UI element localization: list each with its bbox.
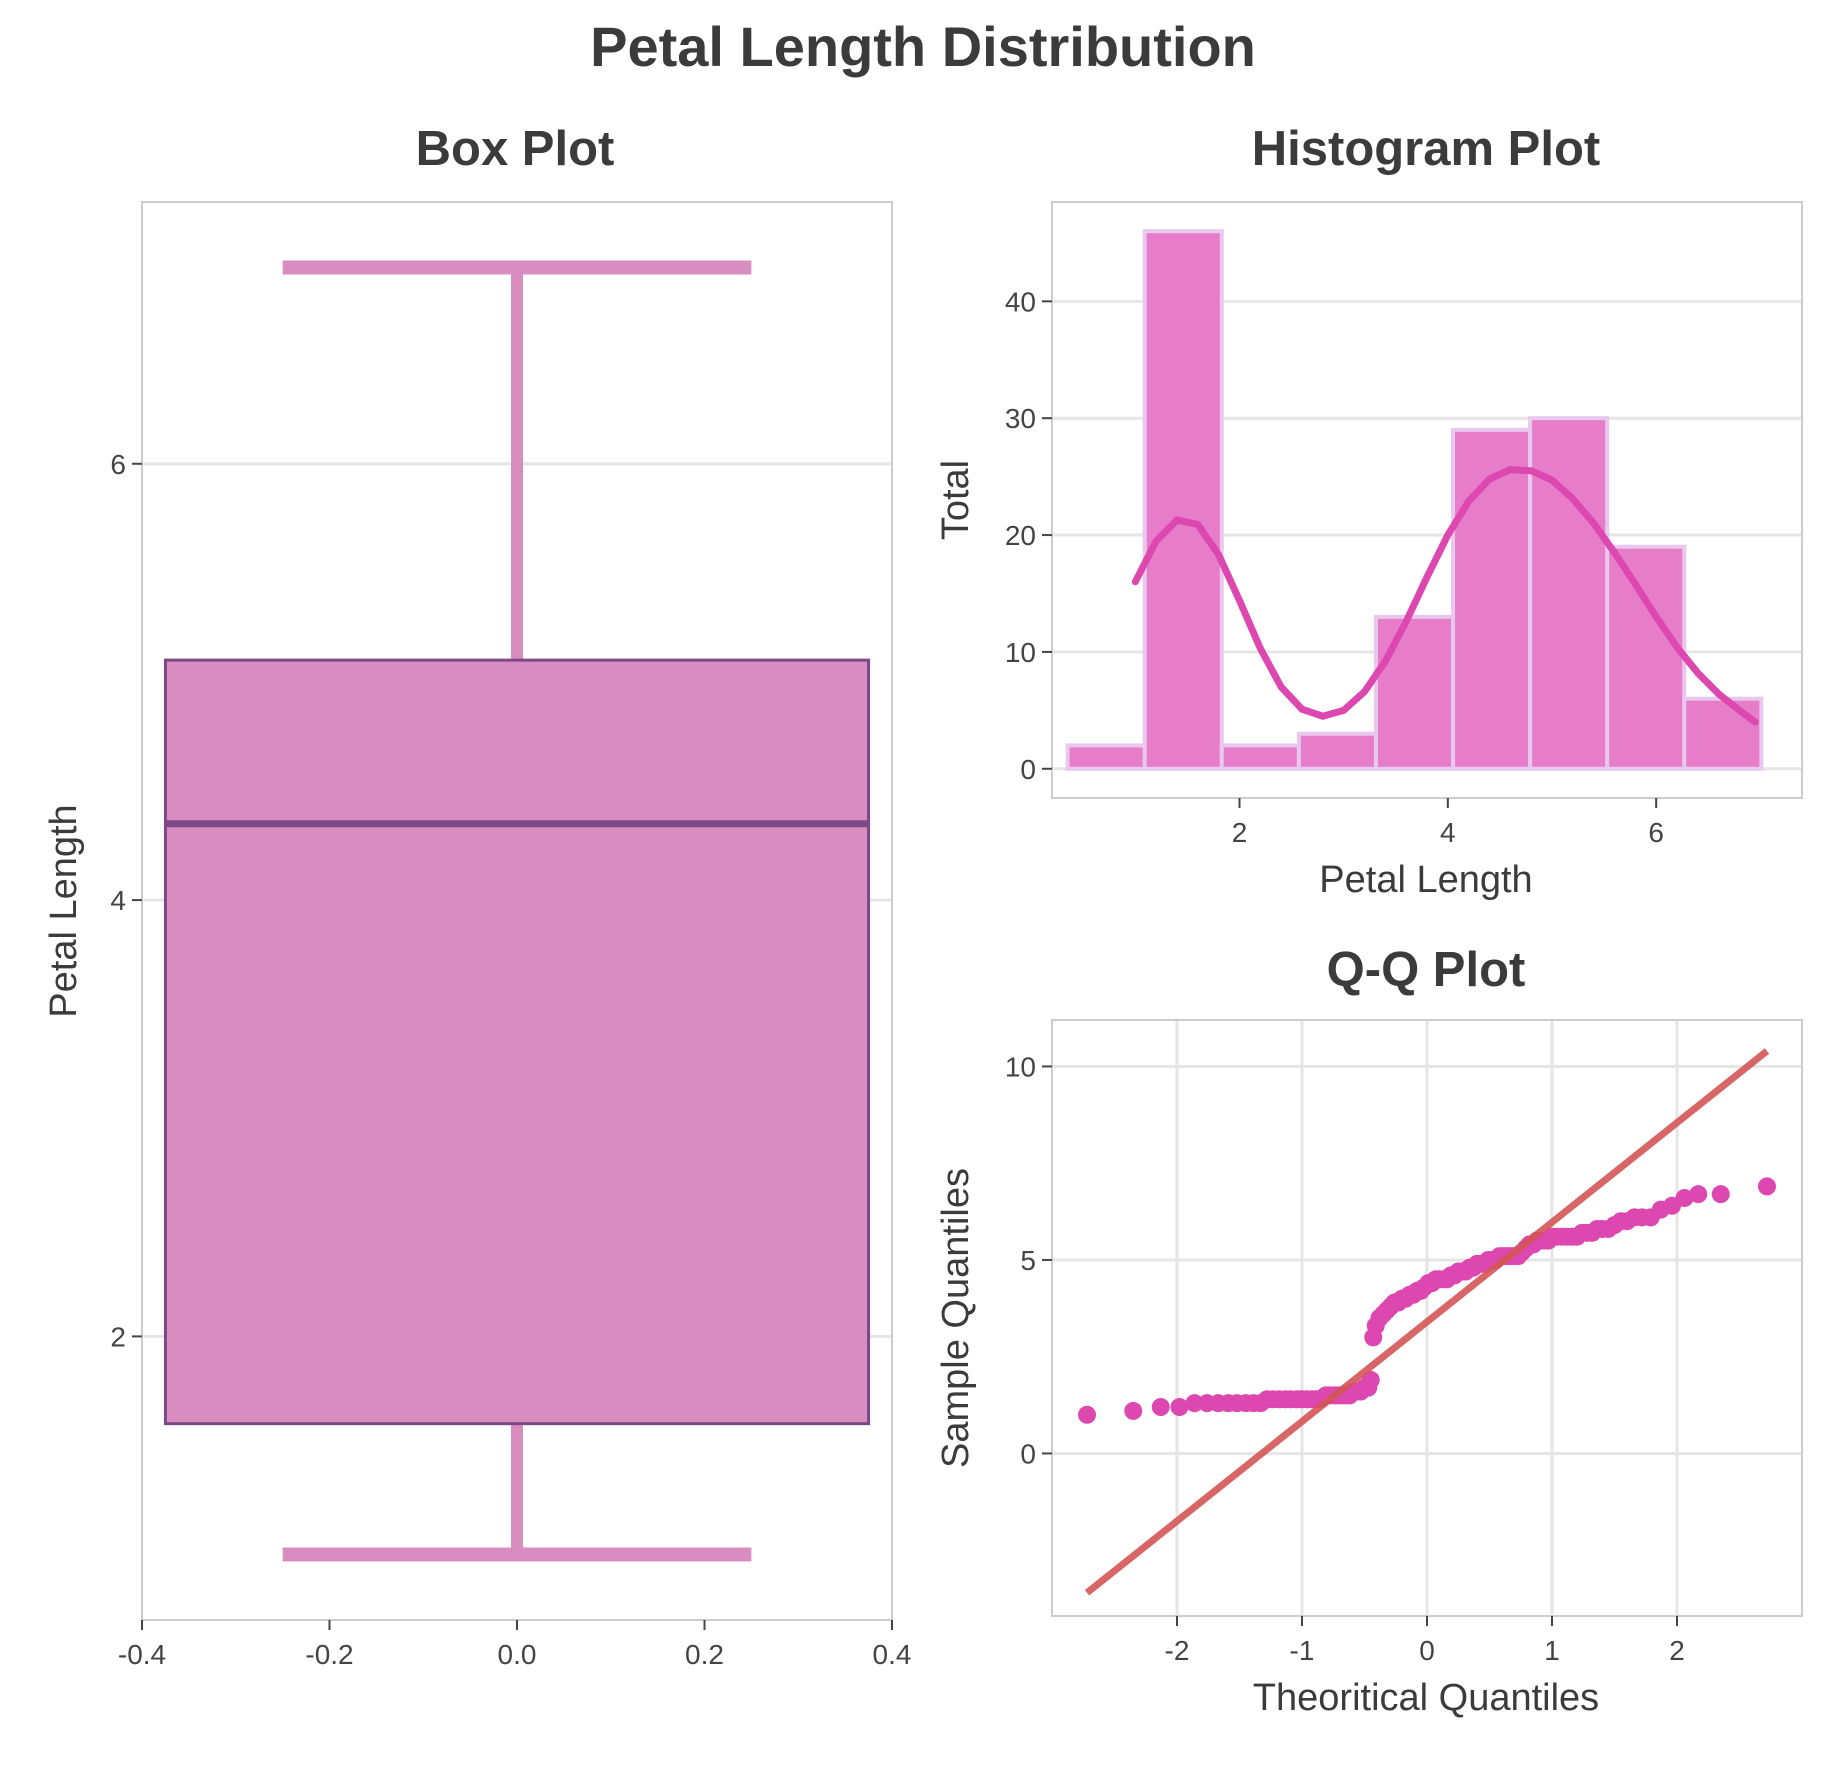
x-tick-label: 0.4 [873,1639,912,1670]
box-plot-ticks: 2 4 6 -0.4 -0.2 0.0 0.2 0.4 [110,449,911,1670]
histogram-bar [1682,696,1764,771]
histogram-bar [1528,416,1610,771]
y-tick-label: 0 [1020,754,1036,785]
histogram-bar [1219,743,1301,771]
box-plot-marks [163,260,871,1562]
histogram-bar [1605,544,1687,771]
qq-point [1170,1398,1189,1417]
y-tick-label: 0 [1020,1438,1036,1469]
y-tick-label: 5 [1020,1245,1036,1276]
y-tick-label: 2 [110,1321,126,1352]
y-tick-label: 20 [1005,520,1036,551]
x-tick-label: 2 [1232,817,1248,848]
qq-plot-ticks: 0 5 10 -2 -1 0 1 2 [1005,1051,1685,1666]
histogram-bar [1142,229,1224,771]
y-tick-label: 40 [1005,286,1036,317]
kde-curve [1131,466,1759,726]
histogram-bar [1065,743,1147,771]
qq-point [1675,1189,1694,1208]
x-tick-label: 0 [1419,1635,1435,1666]
qq-point [1689,1185,1708,1204]
x-tick-label: 6 [1648,817,1664,848]
x-tick-label: -1 [1290,1635,1315,1666]
y-tick-label: 10 [1005,637,1036,668]
qq-plot-panel: Q-Q Plot 0 5 10 -2 -1 0 1 2 Theoritical Quantil… [935,943,1803,1719]
x-tick-label: 0.0 [498,1639,537,1670]
qq-plot-ylabel: Sample Quantiles [935,1168,977,1468]
histogram-bar [1296,731,1378,771]
histogram-marks [1065,229,1764,771]
histogram-xlabel: Petal Length [1319,859,1532,901]
qq-reference-line [1084,1048,1770,1596]
y-tick-label: 4 [110,885,126,916]
qq-point [1124,1401,1143,1420]
qq-point [1758,1177,1776,1196]
histogram-bar [1373,614,1456,771]
qq-point [1711,1185,1730,1204]
qq-point [1078,1405,1096,1424]
box-plot-ylabel: Petal Length [43,804,85,1017]
figure-title: Petal Length Distribution [590,15,1256,78]
qq-point [1151,1398,1170,1417]
qq-plot-title: Q-Q Plot [1327,943,1526,997]
qq-plot-xlabel: Theoritical Quantiles [1253,1677,1599,1719]
histogram-title: Histogram Plot [1252,122,1600,176]
x-tick-label: 2 [1669,1635,1685,1666]
histogram-panel: Histogram Plot 0 10 20 30 40 2 4 6 Petal Length… [935,122,1803,901]
iqr-box [163,658,871,1426]
box-plot-panel: Box Plot 2 4 6 -0.4 -0.2 0.0 0.2 0.4 Petal Leng… [43,122,911,1670]
x-tick-label: 4 [1440,817,1456,848]
histogram-frame [1051,201,1803,799]
y-tick-label: 10 [1005,1051,1036,1082]
qq-plot-marks [1078,1048,1776,1596]
histogram-ylabel: Total [935,460,977,540]
qq-point [1185,1394,1204,1413]
x-tick-label: 1 [1544,1635,1560,1666]
x-tick-label: 0.2 [685,1639,724,1670]
qq-point [1361,1370,1380,1389]
y-tick-label: 30 [1005,403,1036,434]
x-tick-label: -0.2 [305,1639,353,1670]
x-tick-label: -2 [1165,1635,1190,1666]
histogram-ticks: 0 10 20 30 40 2 4 6 [1005,286,1664,848]
x-tick-label: -0.4 [118,1639,166,1670]
box-plot-title: Box Plot [416,122,615,176]
y-tick-label: 6 [110,449,126,480]
